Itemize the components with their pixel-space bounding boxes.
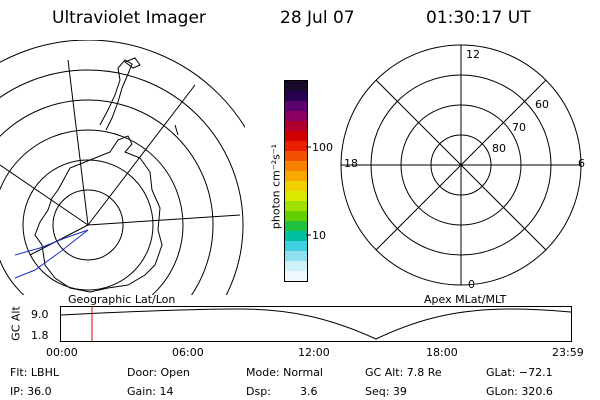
mlat-label-70: 70 [512, 121, 526, 134]
door-info: Door: Open [127, 366, 190, 379]
mlat-label-80: 80 [492, 142, 506, 155]
mlt-label-12: 12 [466, 48, 480, 61]
mlt-label-0: 0 [468, 278, 475, 291]
x-tick-12: 12:00 [298, 346, 330, 359]
dsp-label: Dsp: [246, 385, 271, 398]
altitude-plot [60, 306, 572, 342]
colorbar-swatch [285, 141, 307, 151]
colorbar-swatch [285, 211, 307, 221]
lat-circle [52, 189, 124, 261]
colorbar-swatch [285, 221, 307, 231]
colorbar-swatch [285, 81, 307, 91]
colorbar-swatch [285, 121, 307, 131]
x-tick-00: 00:00 [46, 346, 78, 359]
colorbar-swatch [285, 131, 307, 141]
colorbar-swatch [285, 201, 307, 211]
colorbar-swatch [285, 231, 307, 241]
longitude-line [87, 214, 241, 226]
mode-info: Mode: Normal [246, 366, 323, 379]
lat-circle [22, 159, 154, 291]
island-coastline [123, 57, 141, 69]
colorbar-swatch [285, 191, 307, 201]
seq-info: Seq: 39 [365, 385, 407, 398]
longitude-line [67, 59, 89, 226]
x-tick-2359: 23:59 [552, 346, 584, 359]
orbit-track [14, 229, 89, 279]
dsp-value: 3.6 [300, 385, 318, 398]
filter-info: Flt: LBHL [10, 366, 59, 379]
apex-polar-plot [340, 44, 582, 286]
time-label: 01:30:17 UT [426, 8, 531, 28]
glat-info: GLat: −72.1 [486, 366, 553, 379]
mlt-line [375, 79, 547, 251]
gc-alt-info: GC Alt: 7.8 Re [365, 366, 442, 379]
colorbar-swatch [285, 151, 307, 161]
mlt-label-6: 6 [578, 157, 585, 170]
altitude-curve [60, 308, 572, 340]
x-tick-18: 18:00 [426, 346, 458, 359]
colorbar-ticks [306, 146, 311, 236]
colorbar-swatch [285, 241, 307, 251]
mlt-label-18: 18 [344, 157, 358, 170]
colorbar-swatch [285, 101, 307, 111]
colorbar-swatch [285, 161, 307, 171]
colorbar-swatch [285, 271, 307, 281]
alt-tick-1-8: 1.8 [31, 329, 49, 342]
colorbar-swatch [285, 181, 307, 191]
colorbar-swatch [285, 251, 307, 261]
glon-info: GLon: 320.6 [486, 385, 553, 398]
colorbar-swatch [285, 91, 307, 101]
colorbar-tick-10: 10 [312, 229, 326, 242]
lat-circle [0, 69, 244, 295]
longitude-line [0, 164, 89, 226]
instrument-title: Ultraviolet Imager [52, 8, 206, 28]
orbit-track [14, 229, 89, 256]
antarctica-coastline [34, 135, 163, 293]
alt-tick-9: 9.0 [31, 308, 49, 321]
colorbar-swatch [285, 261, 307, 271]
gain-info: Gain: 14 [127, 385, 174, 398]
mlat-label-60: 60 [535, 98, 549, 111]
gc-alt-axis-label: GC Alt [9, 306, 23, 341]
colorbar [284, 80, 308, 282]
geographic-caption: Geographic Lat/Lon [68, 293, 176, 306]
peninsula-coastline [99, 59, 133, 131]
apex-caption: Apex MLat/MLT [424, 293, 507, 306]
ip-info: IP: 36.0 [10, 385, 52, 398]
colorbar-swatch [285, 111, 307, 121]
island-coastline [174, 124, 179, 136]
lat-circle [0, 99, 214, 295]
altitude-plot-frame [60, 306, 572, 342]
date-label: 28 Jul 07 [280, 8, 355, 28]
colorbar-tick-100: 100 [312, 141, 333, 154]
colorbar-unit-label: photon cm⁻²s⁻¹ [269, 143, 283, 230]
lat-circle [0, 129, 184, 295]
geographic-map [0, 40, 245, 295]
x-tick-06: 06:00 [172, 346, 204, 359]
colorbar-swatch [285, 171, 307, 181]
longitude-line [87, 84, 196, 226]
